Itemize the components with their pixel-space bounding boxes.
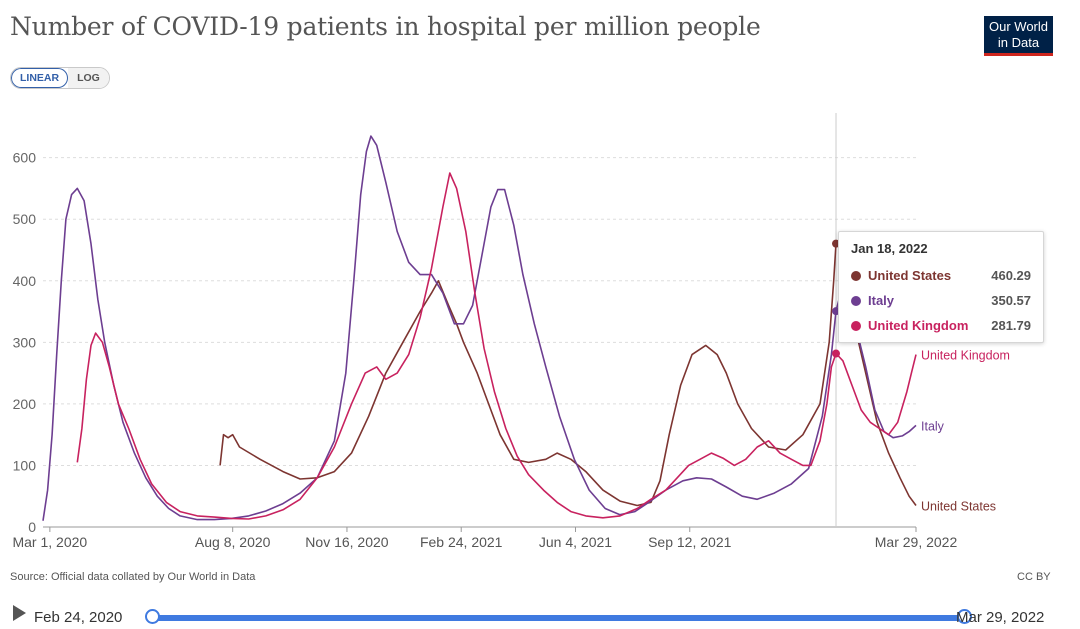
tooltip-row-united-states: United States 460.29 — [851, 263, 1031, 288]
owid-logo[interactable]: Our World in Data — [984, 16, 1053, 56]
timeline-track[interactable] — [152, 615, 964, 621]
tooltip-series-name: United States — [868, 268, 952, 283]
logo-line-2: in Data — [997, 35, 1040, 50]
tooltip-date: Jan 18, 2022 — [851, 241, 928, 256]
tooltip-row-united-kingdom: United Kingdom 281.79 — [851, 313, 1031, 338]
tooltip-row-italy: Italy 350.57 — [851, 288, 1031, 313]
y-tick-label: 0 — [28, 519, 36, 535]
log-scale-button[interactable]: LOG — [68, 68, 109, 88]
y-tick-label: 400 — [13, 273, 37, 289]
tooltip-series-name: United Kingdom — [868, 318, 969, 333]
y-tick-label: 300 — [13, 334, 37, 350]
x-tick-label: Mar 29, 2022 — [875, 534, 958, 550]
series-line-united-kingdom — [76, 172, 917, 520]
series-end-label: United States — [921, 499, 996, 513]
timeline-end-label: Mar 29, 2022 — [956, 609, 1045, 626]
license-label[interactable]: CC BY — [1017, 571, 1051, 583]
play-icon[interactable] — [13, 605, 26, 621]
x-tick-label: Nov 16, 2020 — [305, 534, 388, 550]
source-note[interactable]: Source: Official data collated by Our Wo… — [10, 571, 256, 583]
timeline: Feb 24, 2020 Mar 29, 2022 — [0, 598, 1080, 629]
series-line-united-states — [219, 242, 917, 507]
x-tick-label: Feb 24, 2021 — [420, 534, 503, 550]
legend-dot-icon — [851, 320, 861, 331]
timeline-start-handle[interactable] — [145, 609, 160, 624]
series-line-italy — [42, 135, 917, 521]
tooltip-series-value: 281.79 — [991, 318, 1031, 333]
scale-toggle: LINEAR LOG — [10, 67, 110, 89]
x-tick-label: Mar 1, 2020 — [12, 534, 87, 550]
logo-line-1: Our World — [989, 19, 1048, 34]
series-end-label: Italy — [921, 419, 945, 433]
chart-title: Number of COVID-19 patients in hospital … — [10, 12, 761, 41]
legend-dot-icon — [851, 270, 861, 281]
y-tick-label: 600 — [13, 150, 37, 166]
y-tick-label: 500 — [13, 211, 37, 227]
linear-scale-button[interactable]: LINEAR — [11, 68, 69, 88]
hover-tooltip: Jan 18, 2022 United States 460.29 Italy … — [838, 231, 1044, 343]
tooltip-series-value: 350.57 — [991, 293, 1031, 308]
x-tick-label: Jun 4, 2021 — [539, 534, 612, 550]
series-end-label: United Kingdom — [921, 349, 1010, 363]
tooltip-series-value: 460.29 — [991, 268, 1031, 283]
x-tick-label: Sep 12, 2021 — [648, 534, 732, 550]
legend-dot-icon — [851, 295, 861, 306]
tooltip-series-name: Italy — [868, 293, 895, 308]
y-tick-label: 100 — [13, 457, 37, 473]
hover-point — [832, 349, 841, 358]
line-chart[interactable]: 0 100 200 300 400 500 600 Mar 1, 2020 Aug 8, 202… — [0, 95, 1080, 560]
x-tick-label: Aug 8, 2020 — [195, 534, 271, 550]
timeline-end-handle[interactable] — [957, 609, 972, 624]
y-tick-label: 200 — [13, 396, 37, 412]
timeline-start-label: Feb 24, 2020 — [34, 609, 123, 626]
